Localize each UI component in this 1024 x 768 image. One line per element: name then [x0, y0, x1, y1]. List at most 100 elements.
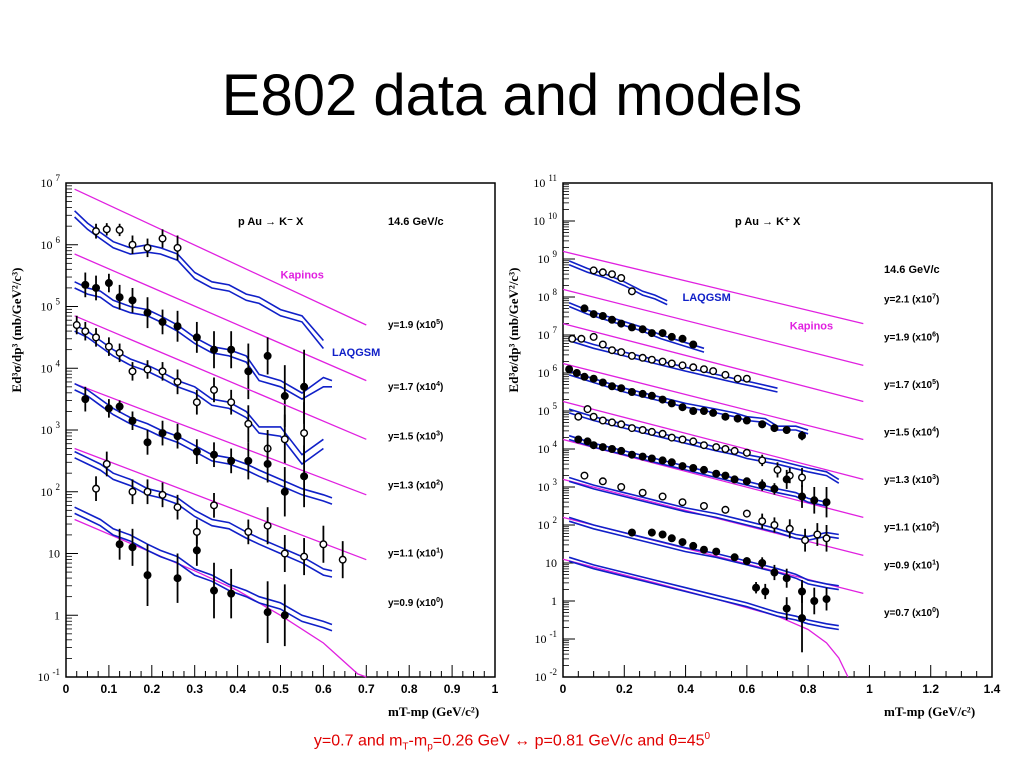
- data-point-filled: [721, 412, 730, 421]
- data-point-filled: [810, 496, 819, 505]
- data-point-filled: [638, 389, 647, 398]
- data-point-filled: [583, 437, 592, 446]
- data-point-filled: [263, 608, 272, 617]
- data-point-filled: [709, 408, 718, 417]
- data-point-filled: [822, 498, 831, 507]
- kapinos-curve: [562, 558, 849, 678]
- data-point-filled: [158, 429, 167, 438]
- laqgsm-band-lower: [568, 263, 668, 306]
- y-tick-label: 10 9: [538, 249, 558, 266]
- data-point-open: [658, 429, 667, 438]
- data-point-filled: [699, 465, 708, 474]
- y-tick-label: 10 7: [538, 325, 558, 342]
- data-point-filled: [798, 431, 807, 440]
- y-tick-label: 10: [545, 556, 557, 570]
- data-point-filled: [158, 317, 167, 326]
- laqgsm-band-lower: [568, 480, 839, 542]
- data-point-filled: [689, 407, 698, 416]
- data-point-open: [158, 490, 167, 499]
- data-point-open: [667, 433, 676, 442]
- y-tick-label: 10 6: [41, 235, 61, 252]
- laqgsm-band-lower: [74, 287, 332, 401]
- data-point-filled: [173, 432, 182, 441]
- data-point-filled: [733, 414, 742, 423]
- data-point-filled: [598, 312, 607, 321]
- y-tick-label: 10 7: [41, 173, 61, 190]
- data-point-filled: [192, 447, 201, 456]
- data-point-open: [617, 420, 626, 429]
- data-point-filled: [638, 452, 647, 461]
- rapidity-label: y=0.7 (x100): [884, 607, 939, 619]
- data-point-open: [92, 484, 101, 493]
- y-tick-label: 10 10: [533, 211, 558, 228]
- data-point-open: [638, 353, 647, 362]
- data-point-filled: [678, 403, 687, 412]
- data-point-open: [338, 555, 347, 564]
- data-point-filled: [721, 471, 730, 480]
- data-point-filled: [574, 435, 583, 444]
- data-point-filled: [647, 454, 656, 463]
- data-point-open: [244, 419, 253, 428]
- rapidity-label: y=1.1 (x101): [388, 548, 443, 560]
- model-label-kapinos: Kapinos: [790, 320, 833, 332]
- data-point-open: [598, 268, 607, 277]
- data-point-filled: [658, 530, 667, 539]
- caption-sub-1: T: [402, 741, 409, 753]
- kapinos-curve: [562, 250, 864, 325]
- data-point-filled: [658, 329, 667, 338]
- x-tick-label: 0.7: [358, 682, 375, 696]
- kapinos-curve: [74, 315, 367, 440]
- kapinos-curve: [74, 253, 367, 382]
- data-point-filled: [658, 395, 667, 404]
- data-point-filled: [128, 296, 137, 305]
- data-point-open: [617, 274, 626, 283]
- data-point-open: [721, 445, 730, 454]
- reaction-label: p Au → K⁺ X: [735, 216, 801, 228]
- data-point-open: [733, 374, 742, 383]
- laqgsm-band-upper: [568, 260, 668, 302]
- data-point-filled: [115, 540, 124, 549]
- data-point-filled: [300, 472, 309, 481]
- y-tick-label: 10 3: [538, 477, 558, 494]
- data-point-filled: [608, 445, 617, 454]
- data-point-open: [770, 521, 779, 530]
- data-point-filled: [173, 574, 182, 583]
- data-point-filled: [115, 293, 124, 302]
- data-point-open: [192, 398, 201, 407]
- kapinos-curve: [74, 518, 367, 678]
- data-point-filled: [81, 280, 90, 289]
- data-point-filled: [617, 319, 626, 328]
- data-point-filled: [627, 528, 636, 537]
- data-point-open: [280, 435, 289, 444]
- data-point-filled: [758, 420, 767, 429]
- kapinos-curve: [74, 383, 367, 496]
- y-tick-label: 10 3: [41, 420, 61, 437]
- y-tick-label: 10 2: [538, 515, 558, 532]
- data-point-filled: [647, 329, 656, 338]
- laqgsm-band-upper: [568, 476, 839, 538]
- caption: y=0.7 and mT-mp=0.26 GeV ↔ p=0.81 GeV/c …: [0, 731, 1024, 753]
- data-point-open: [699, 502, 708, 511]
- data-point-open: [143, 365, 152, 374]
- data-point-filled: [617, 384, 626, 393]
- data-point-open: [115, 348, 124, 357]
- x-tick-label: 1: [492, 682, 499, 696]
- x-tick-label: 0.5: [272, 682, 289, 696]
- x-tick-label: 0.2: [143, 682, 160, 696]
- rapidity-label: y=1.5 (x104): [884, 427, 939, 439]
- series-6: [562, 434, 864, 519]
- series-1: [74, 188, 367, 350]
- data-point-open: [210, 385, 219, 394]
- data-point-filled: [742, 416, 751, 425]
- data-point-filled: [761, 587, 770, 596]
- data-point-open: [158, 367, 167, 376]
- data-point-open: [574, 412, 583, 421]
- data-point-filled: [730, 553, 739, 562]
- data-point-open: [647, 355, 656, 364]
- data-point-filled: [627, 323, 636, 332]
- data-point-filled: [647, 528, 656, 537]
- data-point-filled: [667, 332, 676, 341]
- rapidity-label: y=1.7 (x105): [884, 379, 939, 391]
- data-point-filled: [104, 404, 113, 413]
